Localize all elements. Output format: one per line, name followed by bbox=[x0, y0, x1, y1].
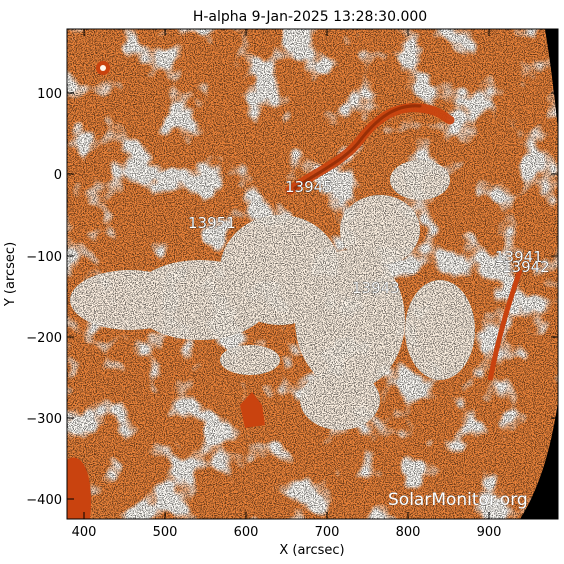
y-tick-label: 0 bbox=[54, 168, 62, 183]
x-tick-label: 800 bbox=[396, 525, 421, 540]
y-tick-label: −400 bbox=[26, 493, 62, 508]
y-tick-labels: 100 0 −100 −200 −300 −400 bbox=[26, 87, 62, 508]
y-axis bbox=[67, 92, 558, 500]
y-tick-label: −100 bbox=[26, 250, 62, 265]
image-title: H-alpha 9-Jan-2025 13:28:30.000 bbox=[193, 9, 427, 25]
region-label-13943: 13943 bbox=[352, 279, 400, 297]
off-limb-space bbox=[520, 29, 558, 519]
dark-feature-south bbox=[240, 392, 265, 428]
watermark-text: SolarMonitor.org bbox=[388, 490, 528, 510]
y-tick-label: 100 bbox=[37, 87, 62, 102]
region-label-13951: 13951 bbox=[188, 214, 236, 232]
region-label-13941: 13941 bbox=[495, 248, 543, 266]
region-label-13942: 13942 bbox=[502, 258, 550, 276]
x-tick-label: 700 bbox=[315, 525, 340, 540]
x-tick-label: 900 bbox=[477, 525, 502, 540]
plot-frame bbox=[66, 28, 559, 520]
y-tick-label: −300 bbox=[26, 412, 62, 427]
x-tick-labels: 400 500 600 700 800 900 bbox=[72, 525, 502, 540]
x-tick-label: 600 bbox=[234, 525, 259, 540]
y-axis-label: Y (arcsec) bbox=[3, 242, 18, 307]
x-axis-label: X (arcsec) bbox=[279, 543, 344, 558]
x-tick-label: 500 bbox=[153, 525, 178, 540]
x-axis bbox=[83, 29, 490, 519]
halpha-image bbox=[67, 29, 558, 519]
speckle-texture bbox=[67, 29, 558, 519]
limb-filament bbox=[487, 269, 523, 381]
dark-feature-sw bbox=[67, 457, 91, 519]
x-tick-label: 400 bbox=[72, 525, 97, 540]
y-tick-label: −200 bbox=[26, 331, 62, 346]
region-label-13945: 13945 bbox=[285, 178, 333, 196]
